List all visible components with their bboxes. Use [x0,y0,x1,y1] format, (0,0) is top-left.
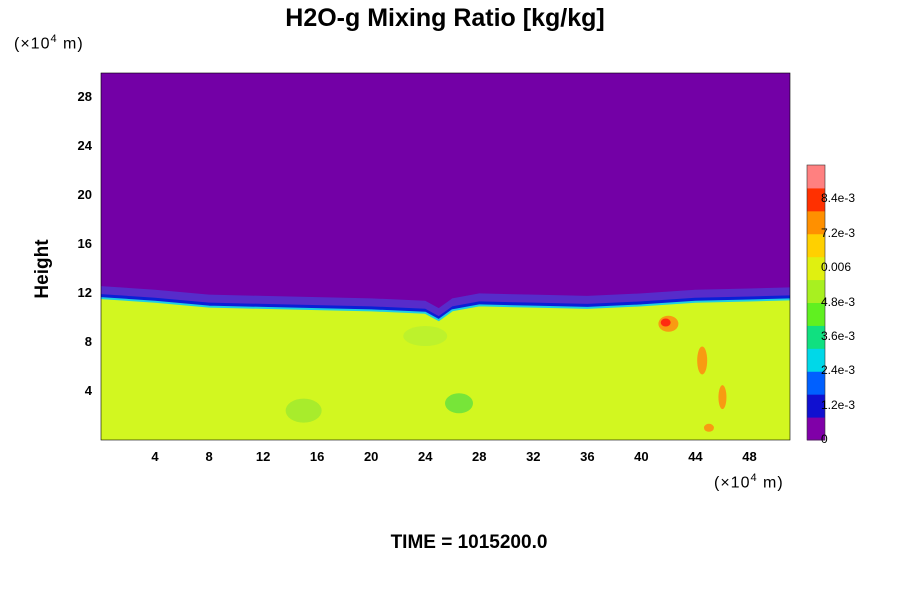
colorbar-segment [807,187,825,212]
colorbar-segment [807,371,825,395]
colorbar-segment [807,165,825,189]
x-tick-label: 12 [255,449,271,464]
x-tick-label: 32 [526,449,541,464]
moisture-plume [718,385,727,410]
x-tick-label: 16 [309,449,325,464]
y-tick-label: 24 [77,138,92,154]
chart-title: H2O-g Mixing Ratio [kg/kg] [285,4,605,32]
colorbar-segment [807,302,825,326]
colorbar-segment [807,348,825,372]
x-tick-label: 20 [363,449,379,464]
x-tick-label: 4 [151,449,159,464]
colorbar-segment [807,210,825,235]
colorbar-tick-label: 2.4e-3 [821,363,856,378]
colorbar-segment [807,256,825,281]
moist-eddy [403,326,448,347]
x-tick-label: 40 [634,449,649,464]
colorbar-segment [807,233,825,258]
x-tick-label: 24 [418,449,433,464]
moist-eddy [285,398,322,423]
colorbar-segment [807,325,825,349]
x-tick-label: 44 [688,449,703,464]
colorbar-frame [806,164,826,441]
colorbar-tick-label: 1.2e-3 [821,397,856,412]
colorbar-segment [807,394,825,418]
boundary-edge [100,297,791,322]
x-tick-label: 28 [472,449,487,464]
x-tick-label: 8 [205,449,213,464]
y-tick-label: 8 [84,334,92,350]
colorbar-tick-label: 4.8e-3 [821,294,856,309]
lower-moist-region [101,298,790,440]
colorbar-tick-label: 0 [821,432,828,446]
x-tick-label: 36 [580,449,595,464]
y-tick-label: 16 [77,236,92,252]
x-tick-label: 48 [742,449,757,464]
colorbar-segment [807,417,825,441]
colorbar-tick-label: 7.2e-3 [821,225,856,240]
moist-eddy [445,393,474,414]
y-tick-label: 12 [77,285,92,301]
moisture-plume [703,423,714,432]
colorbar-tick-label: 8.4e-3 [821,191,856,206]
plot-frame [100,72,791,441]
x-axis-unit: (×104 m) [714,472,784,492]
y-tick-label: 28 [77,89,92,105]
moisture-plume [697,346,708,375]
colorbar-tick-label: 3.6e-3 [821,328,856,343]
y-axis-unit: (×104 m) [14,33,84,53]
colorbar-tick-label: 0.006 [821,260,852,275]
y-tick-label: 20 [77,187,92,203]
y-tick-label: 4 [84,383,92,399]
colorbar-segment [807,279,825,303]
time-label: TIME = 1015200.0 [390,532,548,553]
moisture-max [660,318,671,327]
